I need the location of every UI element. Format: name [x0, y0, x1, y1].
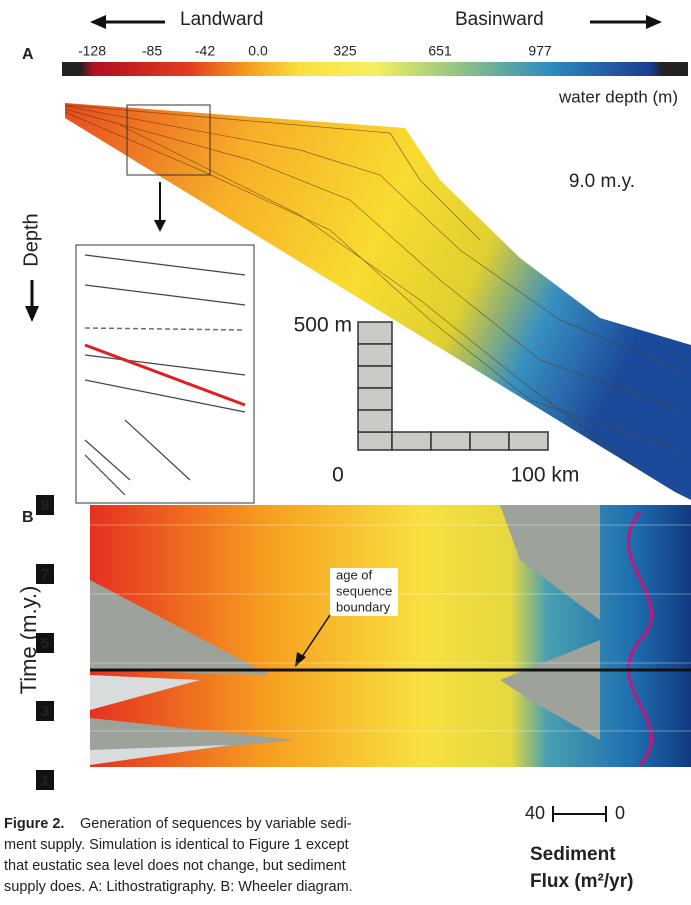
colorbar-tick-label: -128 — [78, 43, 106, 59]
arrow-head — [25, 306, 39, 322]
scale-horizontal: 100 km — [511, 464, 580, 487]
arrow-head — [154, 220, 166, 232]
caption-line: ment supply. Simulation is identical to … — [4, 837, 349, 853]
landward-label: Landward — [180, 9, 263, 30]
caption-line: Generation of sequences by variable sedi… — [80, 816, 352, 832]
flux-title: Flux (m²/yr) — [530, 871, 633, 892]
colorbar-tick-label: 0.0 — [248, 43, 268, 59]
arrow-head — [646, 15, 662, 29]
time-tick-label: 9 — [41, 497, 49, 514]
panel-label: B — [22, 509, 34, 526]
depth-axis-label: Depth — [20, 213, 42, 266]
time-tick-label: 3 — [41, 703, 49, 720]
colorbar-tick-label: 651 — [428, 43, 452, 59]
flux-scale-left: 40 — [525, 803, 545, 823]
colorbar — [62, 62, 688, 76]
colorbar-tick-label: 977 — [528, 43, 552, 59]
time-tick-label: 7 — [41, 566, 49, 583]
time-tick-label: 1 — [41, 772, 49, 789]
figure: Landward Basinward A -128 -85 -42 0.0 325 651… — [0, 0, 691, 905]
scale-origin: 0 — [332, 464, 344, 487]
annotation-text: sequence — [336, 583, 392, 598]
caption-line: that eustatic sea level does not change,… — [4, 858, 346, 874]
colorbar-ticks: -128 -85 -42 0.0 325 651 977 — [78, 43, 552, 59]
header: Landward Basinward — [90, 9, 662, 30]
basinward-label: Basinward — [455, 9, 544, 30]
scale-vertical: 500 m — [294, 314, 352, 337]
panel-label: A — [22, 46, 34, 63]
colorbar-title: water depth (m) — [558, 87, 678, 106]
flux-title: Sediment — [530, 844, 616, 865]
age-label: 9.0 m.y. — [569, 171, 635, 192]
flux-scale-right: 0 — [615, 803, 625, 823]
colorbar-tick-label: -42 — [195, 43, 215, 59]
time-tick-label: 5 — [41, 635, 49, 652]
inset — [76, 245, 254, 503]
caption-line: supply does. A: Lithostratigraphy. B: Wh… — [4, 879, 353, 895]
colorbar-tick-label: -85 — [142, 43, 162, 59]
annotation-text: age of — [336, 567, 373, 582]
caption-label: Figure 2. — [4, 816, 64, 832]
caption: Figure 2. — [4, 816, 64, 832]
annotation-text: boundary — [336, 599, 391, 614]
arrow-head — [90, 15, 106, 29]
colorbar-tick-label: 325 — [333, 43, 357, 59]
